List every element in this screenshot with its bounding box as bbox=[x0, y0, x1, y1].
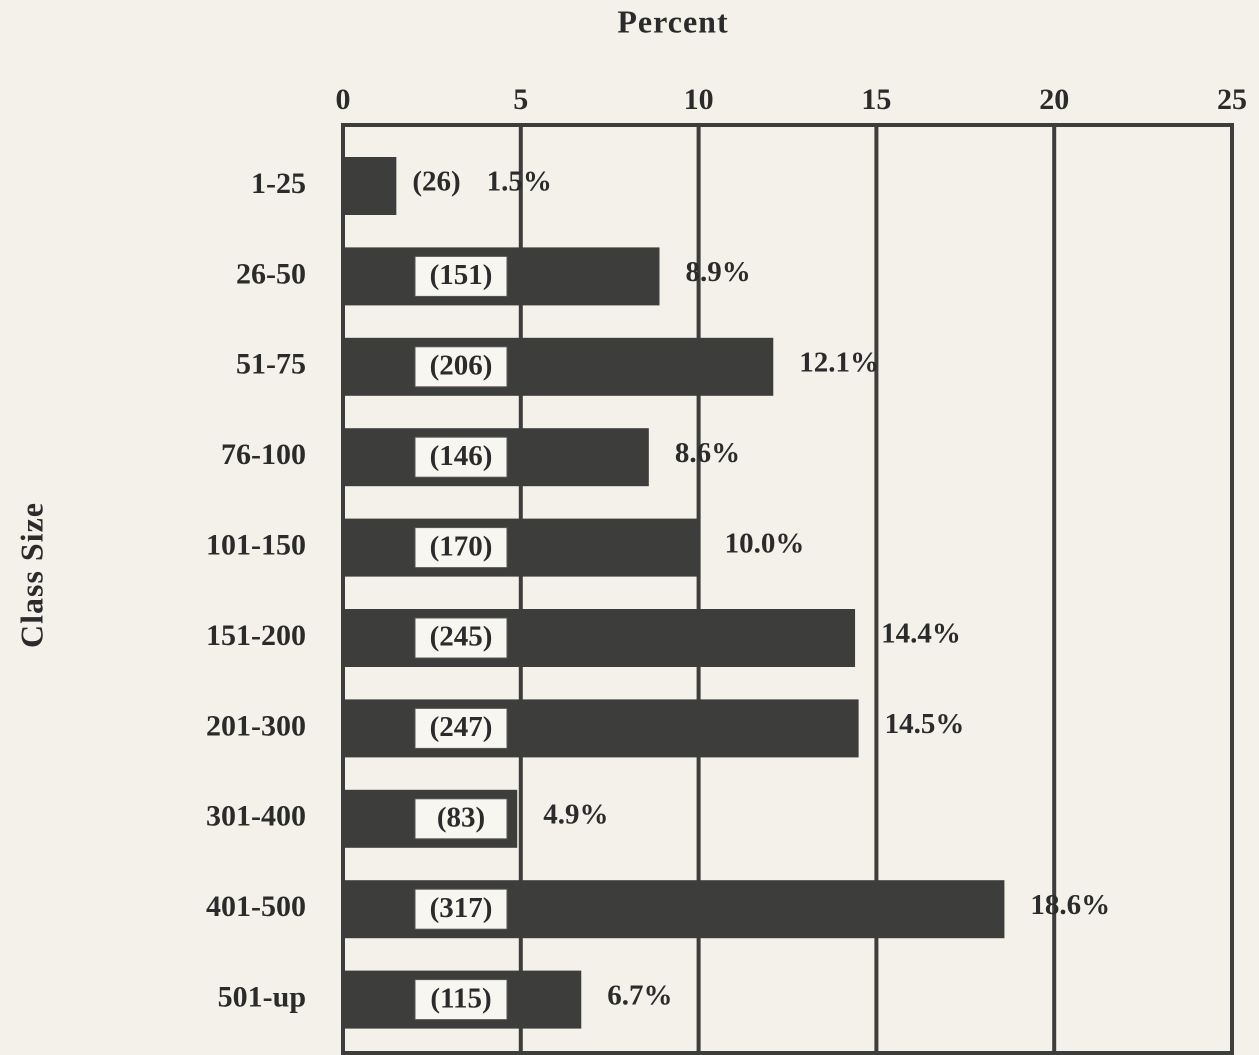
bar bbox=[343, 157, 397, 215]
y-tick-label: 301-400 bbox=[206, 800, 306, 833]
y-tick-label: 1-25 bbox=[251, 167, 306, 200]
count-box bbox=[414, 527, 508, 569]
y-tick-label: 76-100 bbox=[221, 438, 306, 471]
count-label: (247) bbox=[430, 711, 493, 743]
count-label: (151) bbox=[430, 259, 493, 291]
count-box bbox=[414, 346, 508, 388]
count-box bbox=[414, 617, 508, 659]
count-box bbox=[414, 707, 508, 749]
value-label: 6.7% bbox=[607, 979, 672, 1011]
y-tick-label: 26-50 bbox=[236, 257, 306, 290]
count-label: (245) bbox=[430, 621, 493, 653]
chart-title: Percent bbox=[617, 3, 728, 39]
y-tick-label: 151-200 bbox=[206, 619, 306, 652]
count-box bbox=[414, 888, 508, 930]
value-label: 8.6% bbox=[675, 437, 740, 469]
y-tick-label: 501-up bbox=[218, 980, 306, 1013]
value-label: 8.9% bbox=[685, 256, 750, 288]
value-label: 18.6% bbox=[1030, 889, 1110, 921]
y-tick-label: 401-500 bbox=[206, 890, 306, 923]
value-label: 14.4% bbox=[881, 618, 961, 650]
value-label: 1.5% bbox=[487, 166, 552, 198]
bar bbox=[343, 337, 774, 396]
count-label: (26) bbox=[412, 166, 460, 198]
x-tick-label: 15 bbox=[861, 83, 891, 116]
y-tick-label: 201-300 bbox=[206, 709, 306, 742]
x-tick-label: 25 bbox=[1217, 83, 1247, 116]
value-label: 12.1% bbox=[799, 346, 879, 378]
plot-frame bbox=[341, 123, 1234, 1055]
count-label: (115) bbox=[430, 982, 491, 1014]
count-box bbox=[414, 255, 508, 297]
value-label: 4.9% bbox=[543, 798, 608, 830]
value-label: 14.5% bbox=[885, 708, 965, 740]
x-tick-label: 0 bbox=[336, 83, 351, 116]
y-axis-label: Class Size bbox=[13, 502, 49, 648]
y-tick-label: 51-75 bbox=[236, 348, 306, 381]
count-label: (83) bbox=[437, 801, 485, 833]
bar bbox=[343, 518, 699, 577]
x-tick-label: 20 bbox=[1039, 83, 1069, 116]
count-label: (317) bbox=[430, 892, 493, 924]
count-box bbox=[414, 979, 508, 1021]
count-label: (206) bbox=[430, 349, 493, 381]
x-tick-label: 5 bbox=[513, 83, 528, 116]
count-box bbox=[414, 798, 508, 840]
count-label: (146) bbox=[430, 440, 493, 472]
count-box bbox=[414, 436, 508, 478]
value-label: 10.0% bbox=[725, 527, 805, 559]
count-label: (170) bbox=[430, 530, 493, 562]
y-tick-label: 101-150 bbox=[206, 528, 306, 561]
x-tick-label: 10 bbox=[684, 83, 714, 116]
